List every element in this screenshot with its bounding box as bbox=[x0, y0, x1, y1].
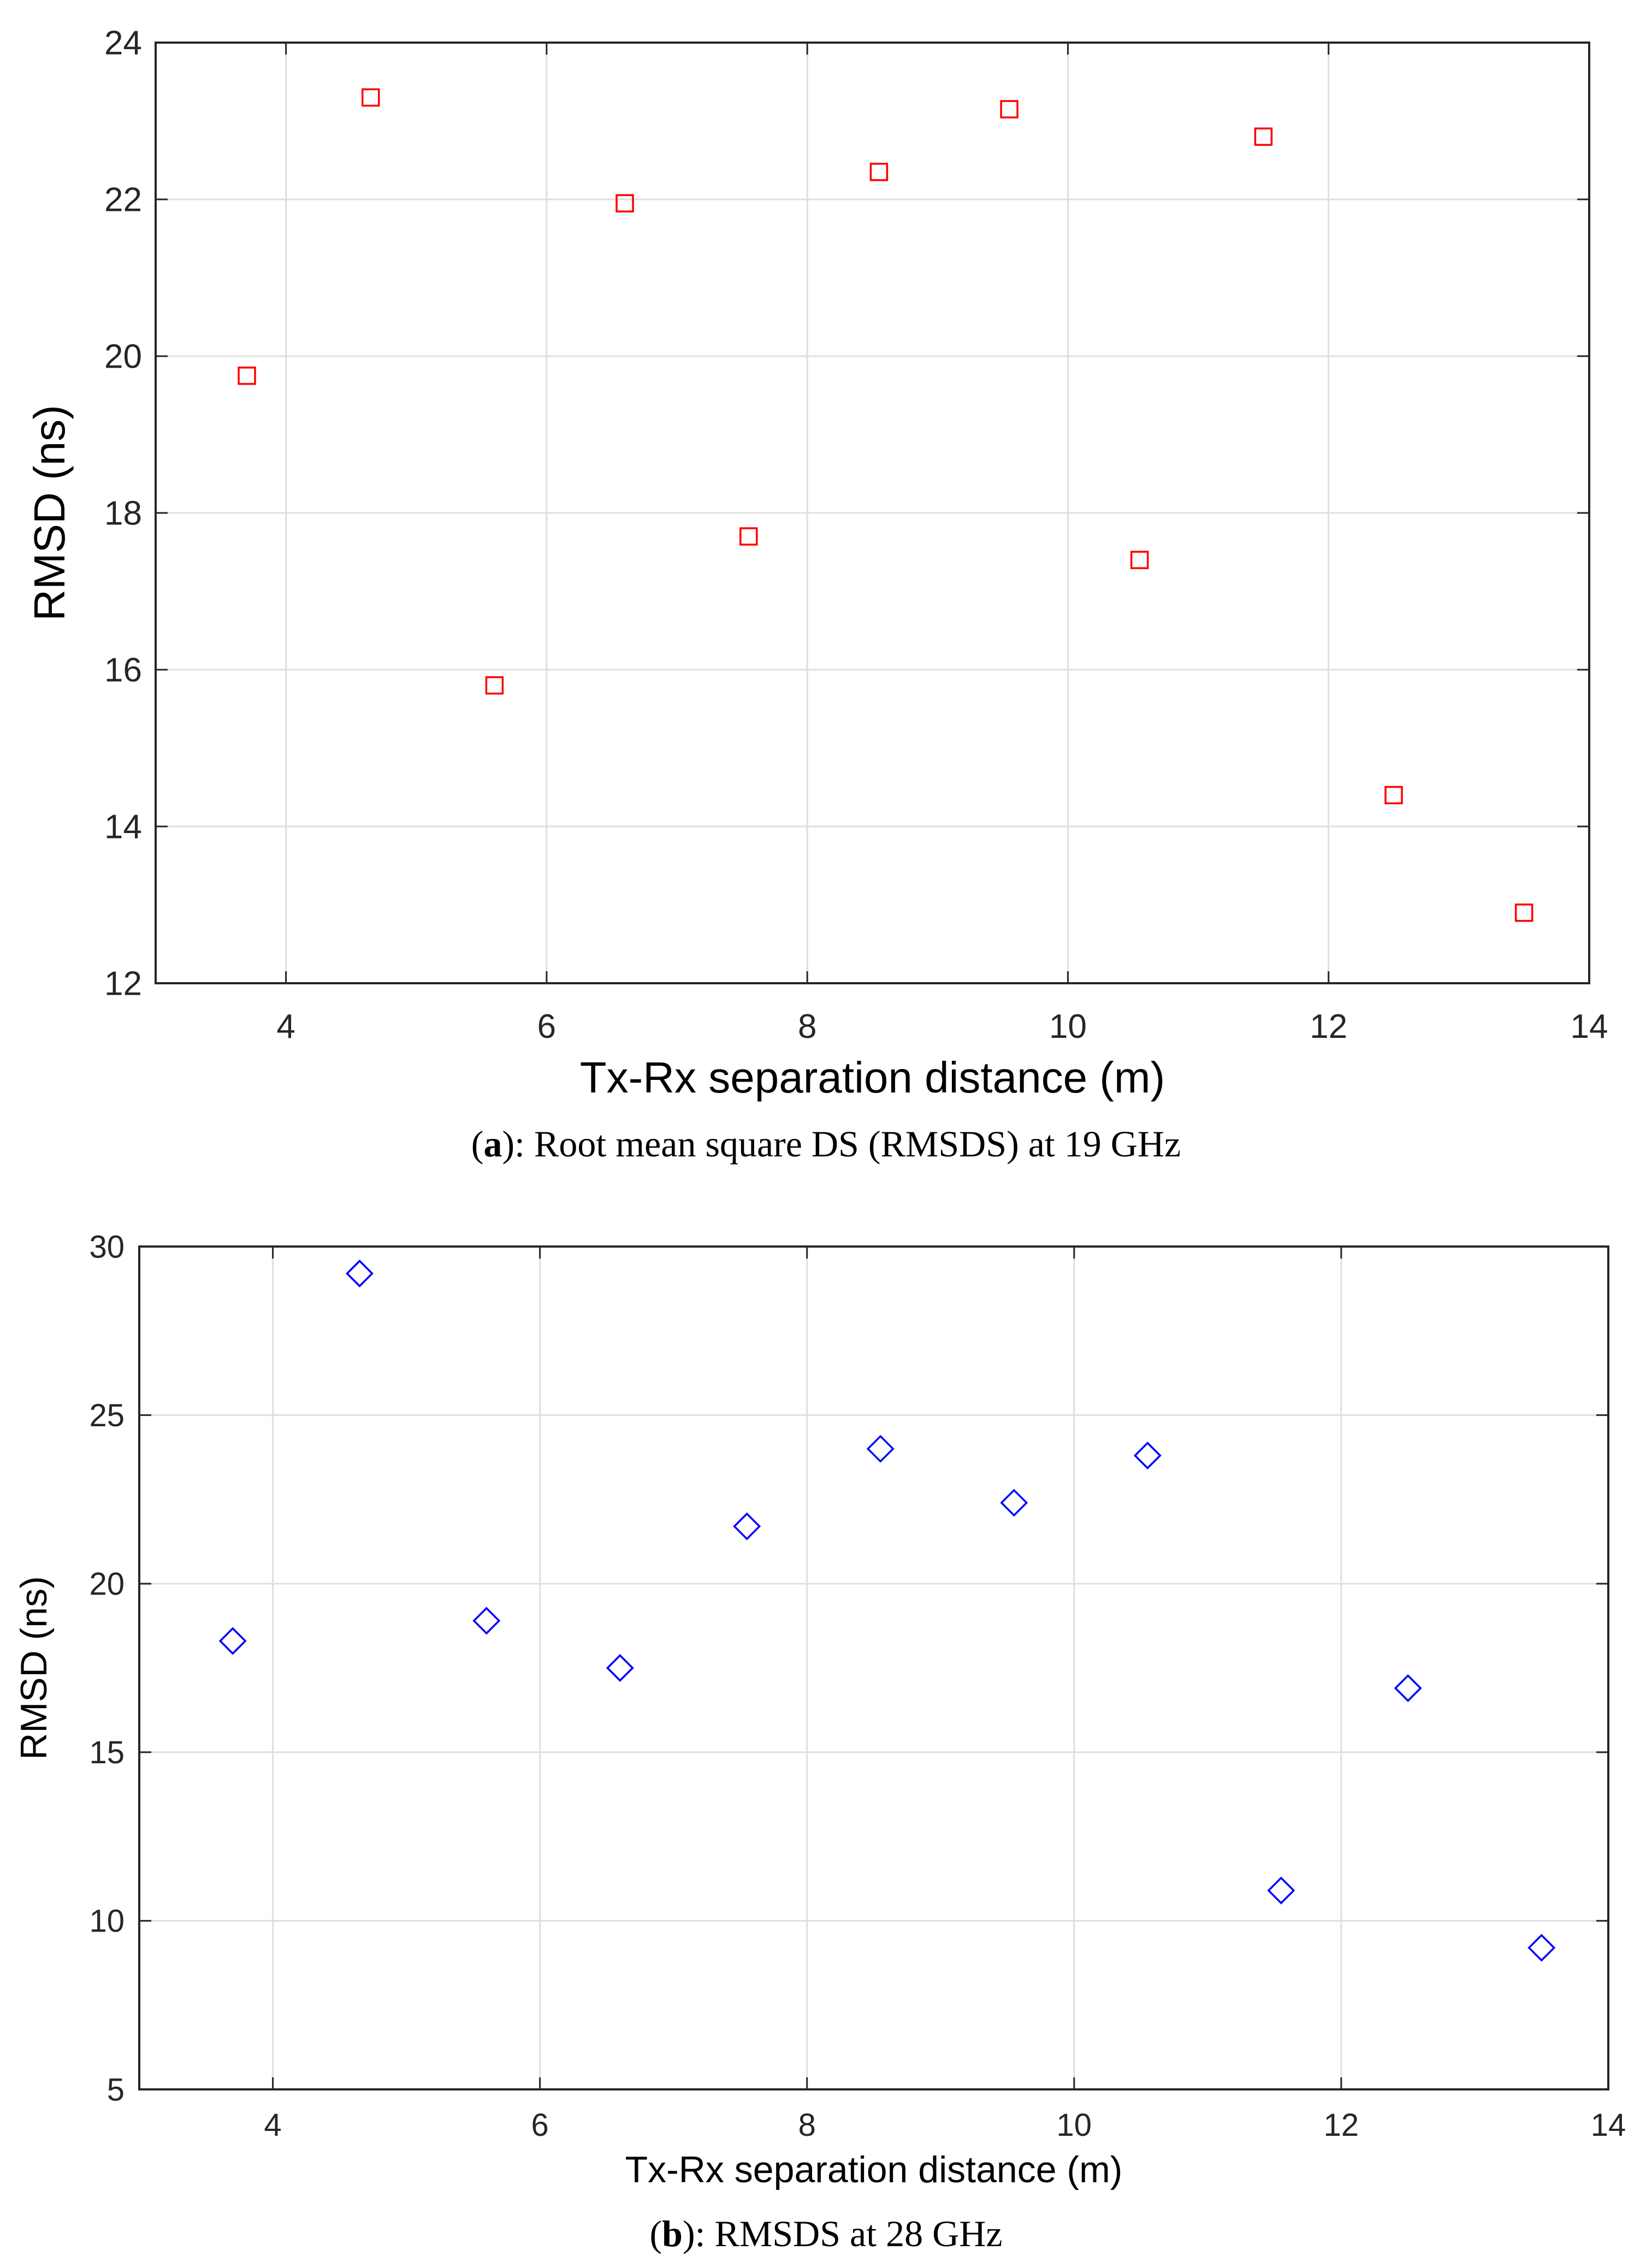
caption-a: (a): Root mean square DS (RMSDS) at 19 G… bbox=[0, 1123, 1652, 1166]
chart-b-x-tick-label: 14 bbox=[1591, 2107, 1626, 2143]
chart-a-data-point bbox=[1514, 903, 1533, 922]
chart-b-x-tick-label: 12 bbox=[1324, 2107, 1359, 2143]
chart-a-y-tick-label: 16 bbox=[104, 652, 142, 689]
chart-b-data-point bbox=[606, 1654, 634, 1682]
chart-b-data-point bbox=[733, 1512, 761, 1540]
chart-b-x-tick-label: 10 bbox=[1057, 2107, 1092, 2143]
chart-b-data-point bbox=[1000, 1489, 1028, 1517]
chart-b-y-tick-label: 30 bbox=[89, 1229, 125, 1265]
chart-b-plot-area bbox=[139, 1247, 1608, 2089]
chart-b-data-point bbox=[1394, 1674, 1422, 1703]
chart-a-x-tick-label: 8 bbox=[798, 1008, 816, 1046]
chart-b-x-axis-title: Tx-Rx separation distance (m) bbox=[625, 2149, 1123, 2190]
chart-b-y-axis-title: RMSD (ns) bbox=[13, 1576, 55, 1759]
chart-a-data-point bbox=[1384, 786, 1403, 805]
chart-b-y-tick-label: 25 bbox=[89, 1398, 125, 1433]
chart-b-axes-box bbox=[138, 1245, 1609, 2090]
chart-a-x-tick-label: 10 bbox=[1049, 1008, 1087, 1046]
chart-a-data-point bbox=[1254, 127, 1273, 146]
chart-a-x-tick-label: 4 bbox=[276, 1008, 295, 1046]
chart-b-y-tick-label: 20 bbox=[89, 1567, 125, 1602]
chart-a-y-tick-label: 24 bbox=[104, 25, 142, 62]
chart-a-data-point bbox=[615, 194, 634, 212]
chart-a-axes-box bbox=[155, 42, 1590, 984]
chart-b-data-point bbox=[1133, 1442, 1162, 1470]
chart-a-x-tick-label: 12 bbox=[1310, 1008, 1347, 1046]
chart-a-x-tick-label: 6 bbox=[537, 1008, 556, 1046]
chart-b-y-tick-label: 10 bbox=[89, 1904, 125, 1939]
chart-a-data-point bbox=[1000, 100, 1019, 119]
chart-a-data-point bbox=[485, 676, 504, 695]
caption-b-text: ): RMSDS at 28 GHz bbox=[682, 2213, 1003, 2254]
chart-a-y-tick-label: 18 bbox=[104, 495, 142, 533]
caption-b: (b): RMSDS at 28 GHz bbox=[0, 2212, 1652, 2255]
caption-b-letter: b bbox=[662, 2213, 683, 2254]
chart-b-y-tick-label: 5 bbox=[107, 2072, 125, 2107]
chart-a-data-point bbox=[869, 163, 889, 181]
chart-a-y-tick-label: 22 bbox=[104, 181, 142, 219]
chart-b-y-tick-label: 15 bbox=[89, 1735, 125, 1770]
chart-b-data-point bbox=[472, 1607, 501, 1635]
caption-a-open: ( bbox=[471, 1123, 484, 1165]
chart-a-data-point bbox=[1130, 551, 1149, 569]
chart-a-data-point bbox=[238, 367, 256, 385]
chart-a: 4 6 8 10 12 14 12 14 16 18 20 22 24 Tx-Rx separation … bbox=[25, 25, 1608, 1102]
chart-a-data-point bbox=[739, 527, 758, 546]
chart-b-x-tick-label: 8 bbox=[798, 2107, 816, 2143]
chart-a-x-tick-label: 14 bbox=[1571, 1008, 1608, 1046]
caption-a-text: ): Root mean square DS (RMSDS) at 19 GHz bbox=[502, 1123, 1181, 1165]
chart-b-data-point bbox=[218, 1627, 247, 1655]
caption-a-letter: a bbox=[483, 1123, 502, 1165]
chart-b-data-point bbox=[346, 1259, 374, 1287]
caption-b-open: ( bbox=[649, 2213, 662, 2254]
chart-b-x-tick-label: 4 bbox=[264, 2107, 281, 2143]
chart-a-y-tick-label: 12 bbox=[104, 965, 142, 1003]
chart-b-data-point bbox=[1527, 1934, 1556, 1962]
chart-a-y-tick-label: 14 bbox=[104, 808, 142, 846]
chart-a-y-tick-label: 20 bbox=[104, 338, 142, 376]
chart-a-data-point bbox=[362, 88, 380, 107]
chart-b-data-point bbox=[866, 1434, 895, 1463]
chart-b-x-tick-label: 6 bbox=[531, 2107, 549, 2143]
chart-a-y-axis-title: RMSD (ns) bbox=[25, 405, 74, 621]
chart-b-data-point bbox=[1267, 1876, 1295, 1905]
chart-b: 4 6 8 10 12 14 5 10 15 20 25 30 Tx-Rx separation dis… bbox=[13, 1229, 1626, 2190]
chart-a-x-axis-title: Tx-Rx separation distance (m) bbox=[580, 1053, 1165, 1102]
